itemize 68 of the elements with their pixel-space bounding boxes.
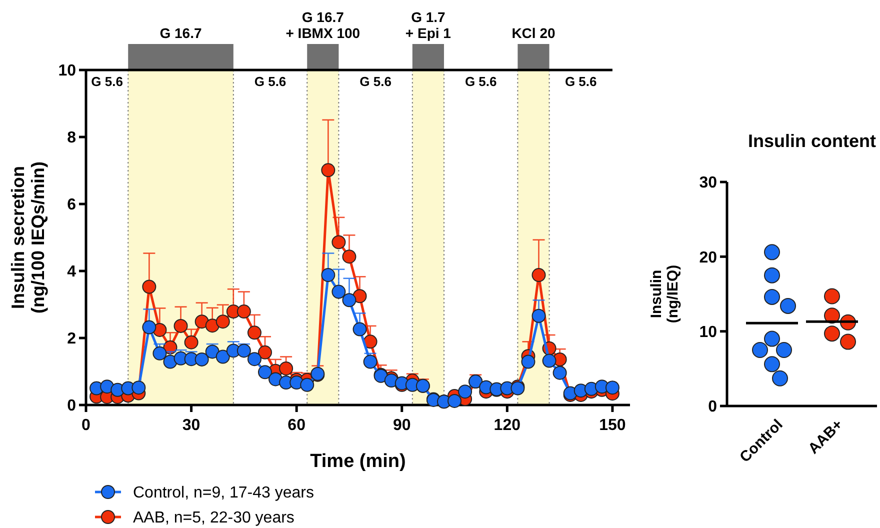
legend-label: Control, n=9, 17-43 years (133, 484, 314, 502)
point (342, 250, 356, 264)
point (352, 322, 367, 336)
point (352, 289, 367, 304)
annotation: G 5.6 (254, 74, 286, 89)
point (247, 326, 262, 340)
point (184, 335, 198, 350)
point (300, 378, 314, 392)
x-tick-label: 120 (494, 417, 521, 434)
x-tick-label: 150 (599, 417, 626, 434)
point (258, 365, 272, 380)
point (605, 380, 620, 395)
point (205, 344, 220, 359)
point (521, 354, 536, 369)
point (205, 318, 220, 333)
x-tick-label: 90 (392, 417, 411, 434)
point (142, 320, 156, 334)
point (363, 334, 378, 349)
point (174, 318, 188, 333)
point (532, 308, 546, 323)
y-axis-title: Insulin secretion (ng/100 IEQs/min) (8, 161, 48, 314)
annotation: G 5.6 (464, 74, 497, 89)
point (194, 314, 209, 329)
point (216, 314, 230, 329)
y-tick-label: 10 (699, 324, 718, 341)
y-tick-label: 6 (67, 196, 76, 214)
point (448, 394, 462, 408)
point (321, 268, 336, 282)
y-tick-label: 10 (58, 62, 76, 80)
band-label: G 1.7 + Epi 1 (405, 8, 452, 41)
point (247, 352, 262, 366)
x-axis-title: Time (min) (310, 451, 406, 472)
y-tick-label: 0 (67, 398, 76, 415)
point (236, 304, 251, 319)
annotation: G 5.6 (360, 74, 392, 89)
point (194, 352, 209, 366)
x-tick-label: 60 (288, 417, 306, 434)
point (258, 345, 272, 360)
y-tick-label: 8 (67, 130, 76, 147)
x-tick-label: 30 (182, 417, 200, 434)
point (332, 284, 346, 299)
point (552, 366, 567, 380)
point (152, 346, 167, 360)
y-tick-label: 0 (708, 398, 718, 416)
y-tick-label: 2 (67, 330, 76, 348)
annotation: G 5.6 (564, 74, 597, 89)
band-label: KCl 20 (512, 25, 556, 41)
point (132, 380, 146, 395)
annotation: G 5.6 (91, 74, 123, 89)
legend-label: AAB, n=5, 22-30 years (133, 510, 294, 527)
y-tick-label: 4 (67, 264, 76, 281)
point (332, 235, 346, 250)
y-tick-label: 20 (699, 249, 718, 266)
chart-title: Insulin content (748, 131, 876, 151)
y-tick-label: 30 (699, 174, 718, 192)
point (532, 268, 546, 282)
point (458, 384, 472, 399)
band-label: G 16.7 (160, 25, 202, 41)
band-label: G 16.7 + IBMX 100 (286, 8, 360, 41)
point (142, 280, 156, 294)
point (542, 354, 556, 368)
x-tick-label: 0 (82, 417, 91, 434)
point (321, 163, 336, 178)
y-axis-title: Insulin (ng/IEQ) (648, 264, 682, 324)
point (279, 361, 294, 376)
point (363, 354, 378, 369)
point (342, 293, 356, 308)
point (216, 350, 230, 364)
